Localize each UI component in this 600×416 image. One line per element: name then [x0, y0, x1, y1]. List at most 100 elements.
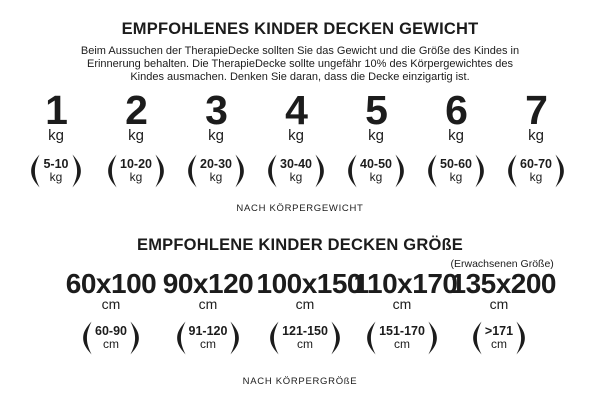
weight-range-text: 50-60 kg — [440, 156, 472, 184]
weight-item: 5 kg 40-50 kg — [336, 86, 416, 190]
subtitle-line: Erinnerung behalten. Die TherapieDecke s… — [86, 58, 513, 71]
range-unit: kg — [449, 169, 463, 184]
weight-section-subtitle: Beim Aussuchen der TherapieDecke sollten… — [0, 45, 600, 85]
size-item: 100x150 cm 121-150 cm — [256, 257, 363, 357]
left-paren-icon — [31, 154, 41, 188]
left-paren-icon — [473, 321, 482, 355]
weight-range-text: 10-20 kg — [120, 156, 152, 184]
size-unit: cm — [295, 295, 315, 312]
right-paren-icon — [235, 154, 244, 188]
weight-value: 7 — [525, 86, 548, 133]
weight-value: 2 — [125, 86, 148, 133]
range-value: 121-150 — [282, 323, 328, 338]
left-paren-icon — [367, 321, 376, 355]
range-unit: kg — [289, 169, 303, 184]
size-note: (Erwachsenen Größe) — [450, 257, 554, 270]
range-unit: kg — [49, 169, 63, 184]
weight-range-group: 5-10 kg — [16, 152, 96, 190]
size-range-group: 91-120 cm — [160, 319, 257, 357]
subtitle-line: Kindes ausmachen. Denken Sie daran, dass… — [130, 71, 470, 84]
weight-range-group: 40-50 kg — [336, 152, 416, 190]
weight-range-text: 30-40 kg — [280, 156, 312, 184]
left-paren-icon — [508, 154, 517, 188]
size-item: 90x120 cm 91-120 cm — [160, 257, 257, 357]
weight-range-text: 20-30 kg — [200, 156, 232, 184]
size-value: 135x200 — [450, 267, 557, 299]
range-value: 91-120 — [188, 323, 228, 338]
size-section-caption: NACH KÖRPERGRÖßE — [242, 375, 358, 387]
size-columns: 60x100 cm 60-90 cm 90x120 cm 91-120 cm — [5, 257, 600, 357]
weight-item: 7 kg 60-70 kg — [496, 86, 576, 190]
range-unit: kg — [209, 169, 223, 184]
weight-item: 4 kg 30-40 kg — [256, 89, 336, 190]
range-value: 151-170 — [379, 323, 425, 338]
size-section-title: EMPFOHLENE KINDER DECKEN GRÖßE — [137, 235, 463, 254]
range-value: 60-70 — [520, 156, 552, 171]
range-value: 30-40 — [280, 156, 312, 171]
range-value: 50-60 — [440, 156, 472, 171]
right-paren-icon — [331, 321, 340, 355]
size-range-text: 121-150 cm — [282, 323, 328, 351]
weight-value: 3 — [205, 86, 228, 133]
weight-range-group: 20-30 kg — [176, 152, 256, 190]
weight-value: 5 — [365, 86, 388, 133]
range-value: 10-20 — [120, 156, 152, 171]
range-value: 5-10 — [43, 156, 69, 171]
weight-unit: kg — [48, 126, 64, 144]
size-range-group: 121-150 cm — [257, 319, 354, 357]
size-item: 110x170 cm 151-170 cm — [354, 257, 458, 357]
left-paren-icon — [428, 154, 437, 188]
right-paren-icon — [230, 321, 240, 355]
size-value: 100x150 — [256, 267, 363, 299]
weight-unit: kg — [368, 126, 384, 144]
right-paren-icon — [71, 154, 81, 188]
subtitle-line: Beim Aussuchen der TherapieDecke sollten… — [80, 45, 520, 57]
size-unit: cm — [198, 295, 218, 312]
weight-section-caption: NACH KÖRPERGEWICHT — [236, 202, 364, 214]
weight-value: 1 — [45, 86, 68, 133]
weight-range-text: 5-10 kg — [43, 156, 69, 184]
left-paren-icon — [83, 321, 92, 355]
right-paren-icon — [428, 321, 437, 355]
left-paren-icon — [268, 154, 277, 188]
left-paren-icon — [188, 154, 197, 188]
size-unit: cm — [489, 295, 509, 312]
right-paren-icon — [516, 321, 525, 355]
weight-unit: kg — [128, 126, 144, 144]
range-unit: cm — [200, 336, 216, 351]
right-paren-icon — [395, 154, 404, 188]
size-range-group: 60-90 cm — [63, 319, 160, 357]
size-value: 60x100 — [65, 267, 157, 299]
range-value: 20-30 — [200, 156, 232, 171]
weight-range-text: 40-50 kg — [360, 157, 392, 184]
weight-unit: kg — [448, 126, 464, 144]
left-paren-icon — [176, 321, 186, 355]
left-paren-icon — [270, 321, 279, 355]
size-unit: cm — [101, 295, 121, 312]
size-unit: cm — [392, 295, 412, 312]
weight-section-title: EMPFOHLENES KINDER DECKEN GEWICHT — [121, 20, 479, 38]
size-value: 90x120 — [162, 267, 254, 299]
range-unit: kg — [529, 169, 543, 184]
weight-item: 3 kg 20-30 kg — [176, 86, 256, 190]
size-range-text: >171 cm — [484, 323, 514, 351]
size-range-group: >171 cm — [451, 319, 548, 357]
weight-value: 6 — [445, 86, 468, 133]
weight-range-group: 10-20 kg — [96, 152, 176, 190]
size-range-text: 60-90 cm — [95, 324, 127, 351]
weight-range-text: 60-70 kg — [520, 156, 552, 184]
size-range-text: 151-170 cm — [379, 323, 425, 351]
range-unit: cm — [297, 336, 313, 351]
weight-range-group: 50-60 kg — [416, 152, 496, 190]
size-range-text: 91-120 cm — [188, 323, 228, 351]
weight-item: 1 kg 5-10 kg — [16, 86, 96, 190]
range-value: >171 — [484, 323, 514, 338]
range-unit: kg — [369, 169, 383, 184]
range-unit: cm — [102, 336, 119, 351]
weight-unit: kg — [528, 126, 544, 144]
weight-range-group: 60-70 kg — [496, 152, 576, 190]
left-paren-icon — [108, 154, 117, 188]
right-paren-icon — [315, 154, 324, 188]
range-unit: cm — [491, 336, 507, 351]
